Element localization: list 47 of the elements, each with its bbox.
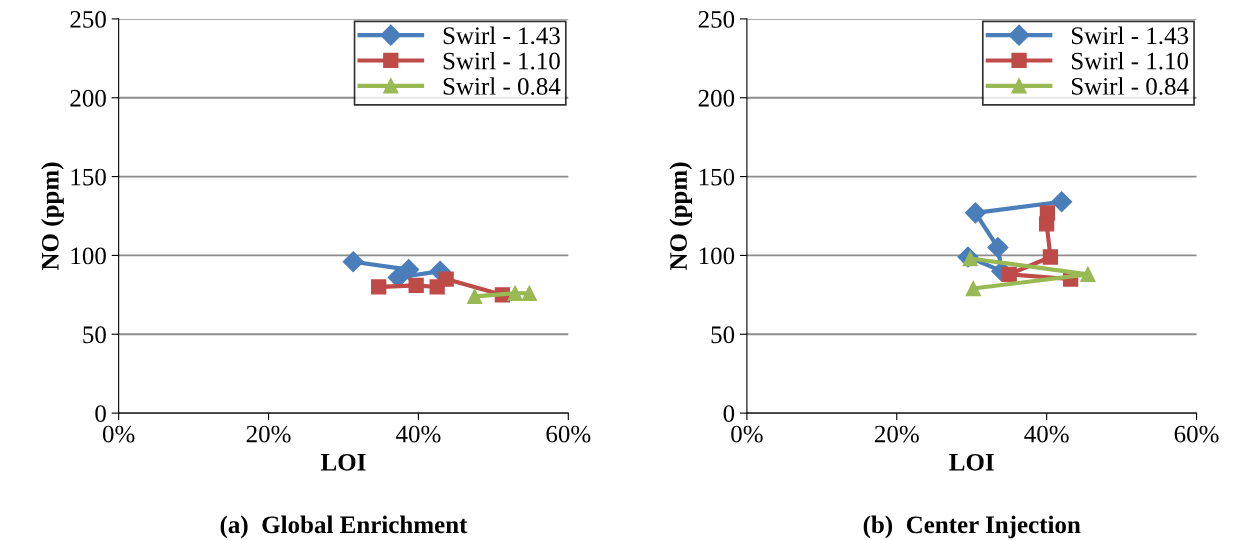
y-tick-label: 200 xyxy=(698,89,735,107)
point xyxy=(371,279,387,295)
point xyxy=(342,251,364,273)
y-tick-label: 50 xyxy=(711,326,735,344)
point xyxy=(438,271,454,287)
point xyxy=(1042,249,1059,265)
legend-label: Swirl - 1.10 xyxy=(443,51,560,70)
point xyxy=(964,202,986,224)
y-tick-label: 0 xyxy=(723,405,735,423)
x-axis-title: LOI xyxy=(320,453,366,471)
y-tick-label: 0 xyxy=(95,405,106,423)
y-tick-label: 200 xyxy=(70,89,106,107)
legend-label: Swirl - 1.43 xyxy=(1071,26,1189,45)
y-axis-title: NO (ppm) xyxy=(41,162,64,271)
text: (a) Global Enrichment xyxy=(220,515,468,539)
y-tick-label: 100 xyxy=(71,247,106,265)
point xyxy=(1039,216,1055,232)
point xyxy=(408,277,424,294)
point xyxy=(1001,266,1017,282)
x-tick-label: 0% xyxy=(102,425,135,443)
text: (b) Center Injection xyxy=(863,515,1081,539)
point xyxy=(466,288,483,305)
legend-label: Swirl - 0.84 xyxy=(1071,77,1189,95)
y-tick-label: 50 xyxy=(83,326,106,344)
y-tick-label: 100 xyxy=(699,247,735,265)
x-axis-title: LOI xyxy=(949,453,994,471)
y-axis-title: NO (ppm) xyxy=(669,162,693,271)
point xyxy=(1051,191,1073,213)
x-tick-label: 60% xyxy=(546,425,591,443)
y-tick-label: 250 xyxy=(698,10,735,28)
x-tick-label: 40% xyxy=(395,425,441,443)
x-tick-label: 40% xyxy=(1024,425,1069,443)
y-tick-label: 250 xyxy=(70,10,106,28)
point xyxy=(507,285,523,301)
legend-label: Swirl - 0.84 xyxy=(443,77,561,95)
point xyxy=(521,285,537,301)
legend-label: Swirl - 1.10 xyxy=(1071,51,1189,70)
x-tick-label: 20% xyxy=(246,425,291,443)
x-tick-label: 60% xyxy=(1174,425,1219,443)
legend-label: Swirl - 1.43 xyxy=(443,26,560,45)
point xyxy=(1080,266,1096,282)
x-tick-label: 20% xyxy=(874,425,919,443)
y-tick-label: 150 xyxy=(699,168,735,186)
y-tick-label: 150 xyxy=(71,168,106,186)
x-tick-label: 0% xyxy=(731,425,763,443)
point xyxy=(965,280,981,297)
point xyxy=(987,237,1009,259)
